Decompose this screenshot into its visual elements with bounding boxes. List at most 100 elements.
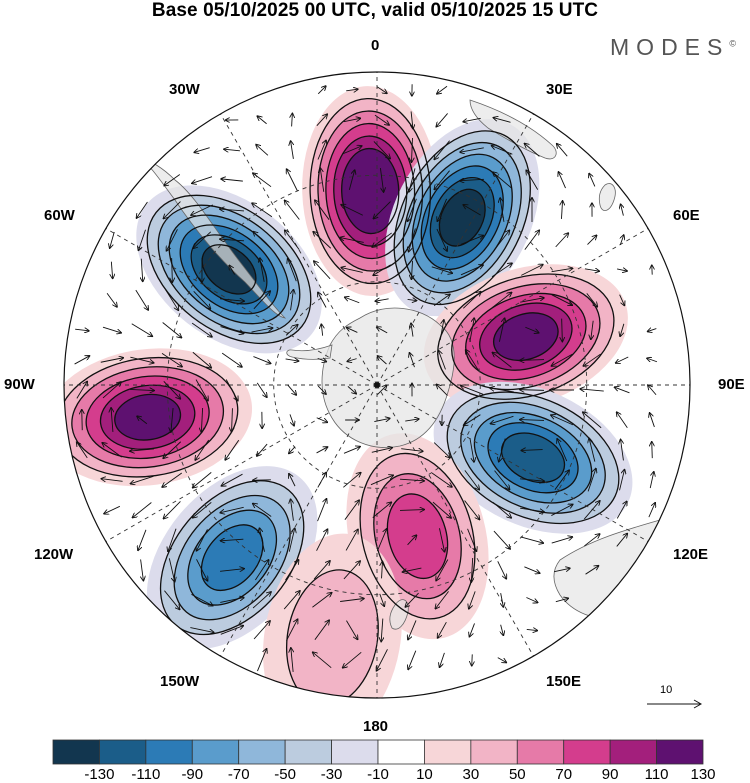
colorbar-tick-label: -130 [84,766,115,783]
map-border [63,71,691,699]
wind-vector [256,382,267,397]
wind-vector [526,170,539,190]
wind-vector [232,408,233,431]
lon-label-120w: 120W [34,546,74,563]
wind-vector [193,291,211,308]
wind-vector [138,529,147,550]
streamline-contour [309,97,432,285]
wind-vector [191,593,212,605]
colorbar-segment [563,739,611,765]
wind-vector [377,649,388,670]
wind-vector [405,419,419,421]
wind-vector [220,239,245,241]
wind-vector [521,265,542,276]
wind-vector [432,501,451,518]
wind-vector [620,235,623,245]
wind-vector [649,472,654,489]
wind-vector [168,558,174,581]
wind-vector [583,353,601,366]
wind-vector [375,299,389,301]
wind-vector [501,593,504,607]
wind-vector [497,561,506,578]
wind-vector [286,325,297,336]
wind-vector [252,203,273,218]
wind-vector [493,118,511,123]
wind-vector [520,420,545,421]
colorbar-tick-label: 70 [555,766,573,783]
wind-vector [221,179,243,181]
colorbar-segment [609,739,657,765]
colorbar-tick-label: 30 [462,766,480,783]
wind-vector [554,568,570,573]
wind-vector [580,389,604,391]
streamline-contour [446,391,620,525]
wind-vector [287,384,296,395]
streamline-contour [71,366,225,469]
wind-vector [464,470,479,489]
wind-vector [221,352,242,367]
new-zealand [389,599,409,630]
wind-vector [220,506,244,512]
wind-vector [492,501,511,518]
wind-vector [221,539,244,541]
wind-vector [521,450,543,451]
wind-vector [616,269,627,271]
streamline-contour [473,411,593,504]
wind-vector [343,118,360,123]
wind-vector [102,326,121,333]
streamline-contour [85,375,210,460]
wind-vector [493,530,510,549]
wind-vector [591,320,593,339]
wind-vector [520,390,545,391]
anomaly-band [114,394,181,441]
wind-vector [168,528,177,552]
wind-vector [494,470,510,490]
lon-label-0: 0 [371,37,380,54]
wind-vector [192,176,213,184]
wind-vector [101,479,123,482]
wind-vector [551,268,573,273]
wind-vector [370,475,393,486]
wind-vector [411,323,413,337]
streamline-contour [500,432,566,484]
wind-vector [253,173,272,188]
wind-vector [407,299,417,300]
wind-vector [257,116,267,125]
lon-label-60w: 60W [44,207,75,224]
wind-vector [619,470,625,491]
wind-vector [525,326,538,332]
wind-vector [554,470,569,490]
wind-vector [377,385,386,395]
wind-vector [469,623,475,636]
wind-vector [320,168,325,192]
lon-label-90w: 90W [4,376,35,393]
wind-vector [313,232,332,249]
wind-vector [551,415,574,426]
wind-vector [409,228,416,251]
wind-vector [472,654,473,665]
wind-vector [520,507,544,512]
wind-vector [587,469,596,492]
wind-vector [192,351,211,368]
wind-vector [285,560,298,581]
wind-vector [520,298,544,303]
wind-vector [82,410,83,431]
wind-vector [552,353,573,366]
wind-vector [619,294,625,306]
wind-vector [75,329,89,331]
antarctic-peninsula [286,344,333,360]
wind-vector [466,350,479,371]
wind-vector [315,200,330,220]
wind-vector [220,569,244,572]
colorbar-segment [99,739,147,765]
wind-vector [164,590,179,610]
wind-vector [408,198,417,221]
lon-label-120e: 120E [673,546,709,563]
wind-vector [130,449,154,451]
wind-vector [100,358,123,363]
wind-vector [164,201,181,219]
wind-vector [555,233,569,248]
wind-vector [648,329,657,332]
wind-vector [340,238,364,243]
colorbar-segment [470,739,518,765]
